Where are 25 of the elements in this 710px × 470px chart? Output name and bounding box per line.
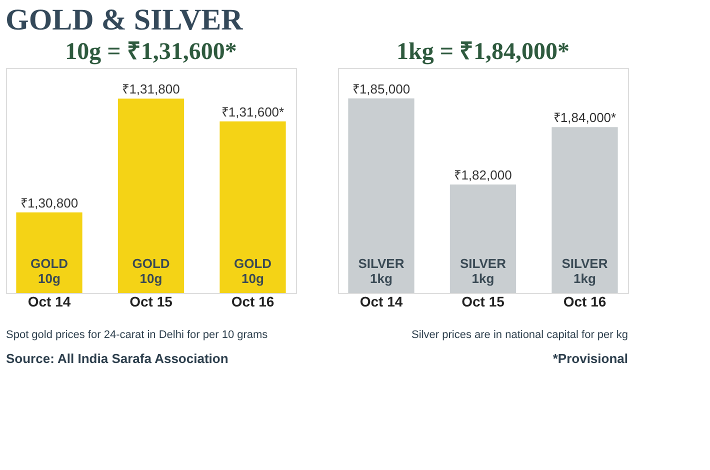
data-label: ₹1,84,000* xyxy=(553,110,616,126)
chart-subtitle: 1kg = ₹1,84,000* xyxy=(396,39,570,65)
chart-subtitle: 10g = ₹1,31,600* xyxy=(65,39,237,65)
x-tick-label: Oct 14 xyxy=(28,294,71,310)
x-tick-label: Oct 16 xyxy=(231,294,274,310)
text: Spot gold prices for 24-carat in Delhi for per 10 grams xyxy=(6,329,268,341)
annotation: SILVER 1kg xyxy=(562,256,608,286)
text: *Provisional xyxy=(552,351,628,366)
annotation: SILVER 1kg xyxy=(358,256,405,286)
annotation: SILVER 1kg xyxy=(460,256,507,286)
data-label: ₹1,82,000 xyxy=(454,168,512,183)
data-label: ₹1,31,600* xyxy=(221,104,284,120)
x-tick-label: Oct 16 xyxy=(563,294,606,310)
annotation: GOLD 10g xyxy=(132,256,170,286)
chart-title: GOLD & SILVER xyxy=(6,4,244,36)
source-note: Source: All India Sarafa Association xyxy=(6,351,228,366)
data-label: ₹1,85,000 xyxy=(352,81,410,96)
text: Silver prices are in national capital for per kg xyxy=(412,329,628,341)
x-tick-label: Oct 14 xyxy=(360,294,403,310)
annotation: GOLD 10g xyxy=(234,256,272,286)
data-label: ₹1,30,800 xyxy=(20,195,78,210)
data-label: ₹1,31,800 xyxy=(122,82,180,97)
annotation: GOLD 10g xyxy=(30,256,68,286)
x-tick-label: Oct 15 xyxy=(130,294,173,310)
x-tick-label: Oct 15 xyxy=(462,294,505,310)
